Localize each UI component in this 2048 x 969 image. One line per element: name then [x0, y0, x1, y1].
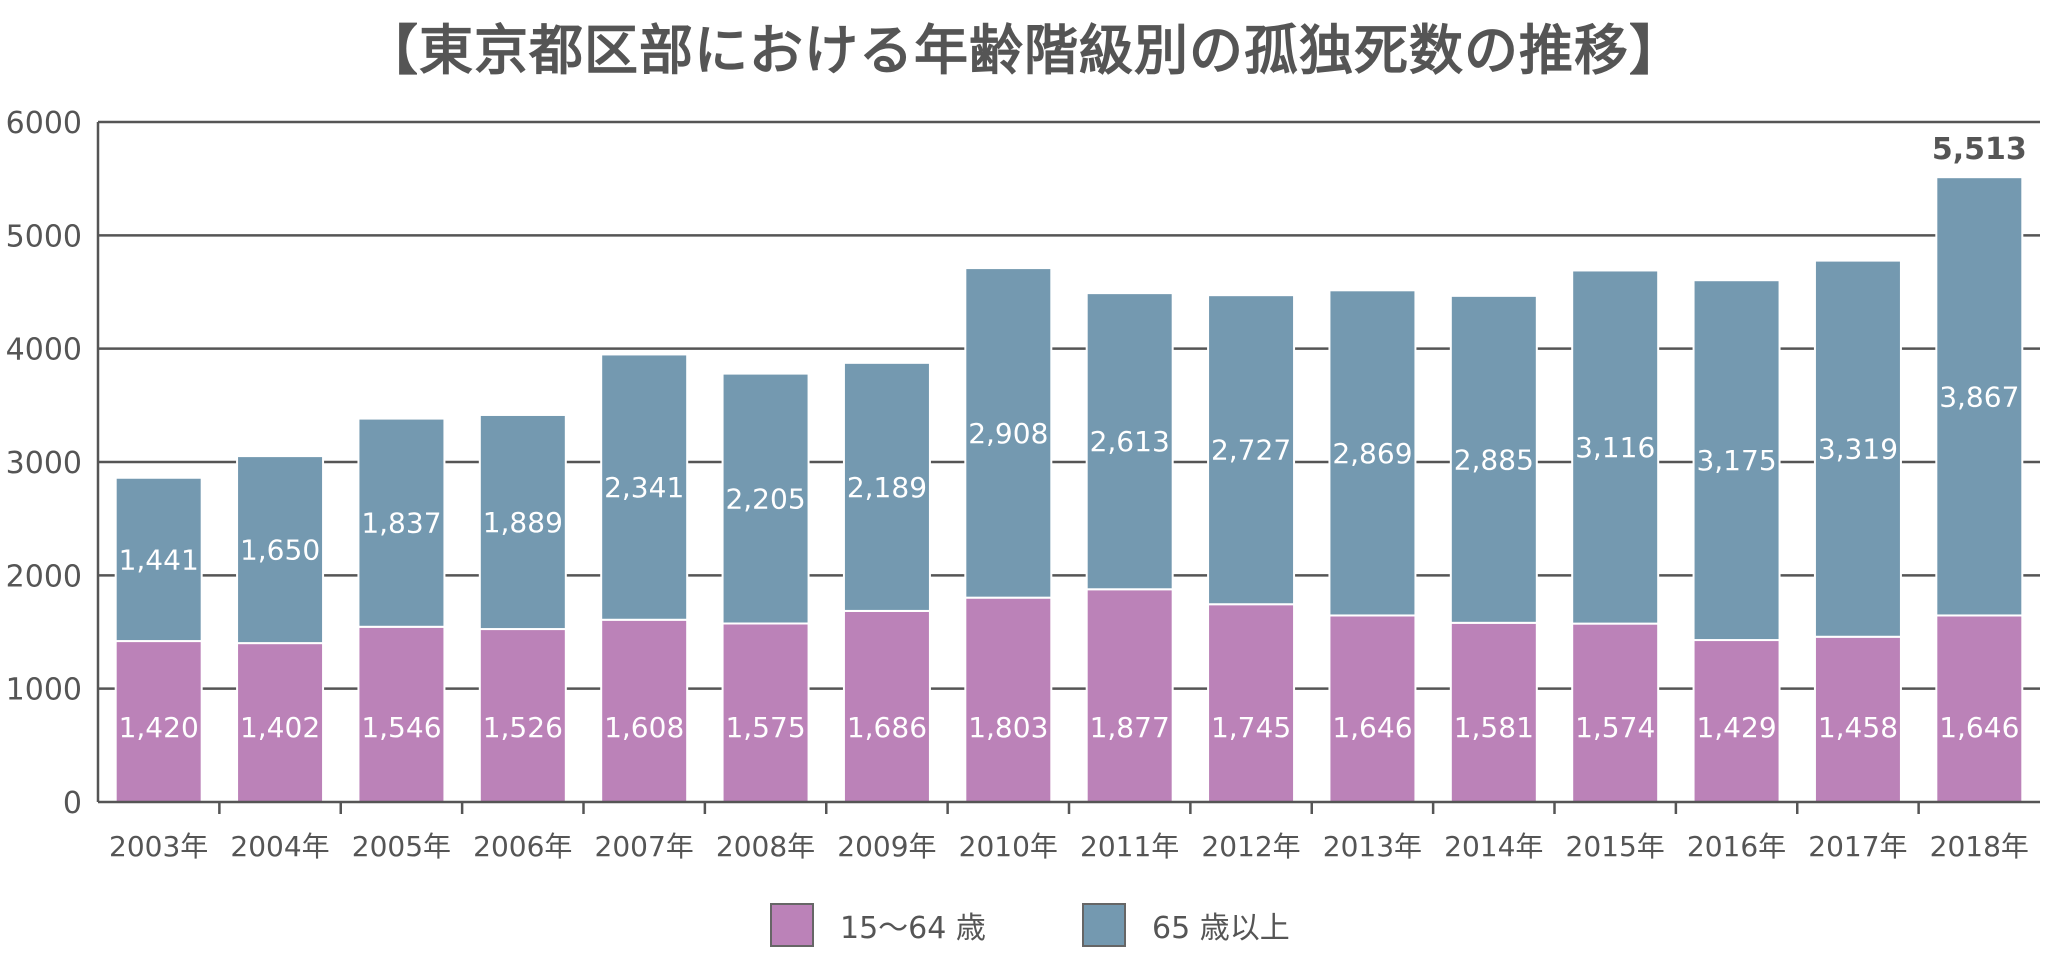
data-label: 1,646	[1332, 711, 1412, 744]
bar-segment-65-plus	[1692, 279, 1781, 642]
data-label: 1,429	[1696, 711, 1776, 744]
data-label: 1,837	[361, 507, 441, 540]
y-tick-label: 4000	[6, 333, 82, 368]
y-tick-label: 5000	[6, 219, 82, 254]
legend-label-15-64: 15～64 歳	[840, 911, 986, 946]
x-tick-label: 2004年	[230, 830, 329, 863]
bar-segment-65-plus	[1328, 289, 1417, 617]
bar-segment-15-64	[1207, 603, 1296, 803]
legend-swatch-65-plus	[1082, 903, 1126, 947]
x-tick-label: 2007年	[595, 830, 694, 863]
bar-segment-65-plus	[1207, 294, 1296, 606]
x-tick-label: 2006年	[473, 830, 572, 863]
bar-segment-65-plus	[114, 476, 203, 643]
data-label: 1,646	[1939, 711, 2019, 744]
x-tick-label: 2008年	[716, 830, 815, 863]
data-label: 2,908	[968, 417, 1048, 450]
data-label: 1,526	[483, 711, 563, 744]
data-label: 1,402	[240, 711, 320, 744]
bar-segment-15-64	[1813, 635, 1902, 804]
x-tick-label: 2009年	[837, 830, 936, 863]
legend-label-65-plus: 65 歳以上	[1152, 911, 1290, 946]
bar-segment-65-plus	[600, 353, 689, 621]
bar-segment-15-64	[964, 596, 1053, 803]
data-label: 1,877	[1090, 711, 1170, 744]
data-label: 2,613	[1090, 425, 1170, 458]
data-label: 3,116	[1575, 431, 1655, 464]
data-label: 1,686	[847, 711, 927, 744]
x-tick-label: 2015年	[1566, 830, 1665, 863]
x-tick-label: 2010年	[959, 830, 1058, 863]
data-label: 3,319	[1818, 433, 1898, 466]
legend-item-65-plus: 65 歳以上	[1082, 900, 1290, 950]
bar-segment-65-plus	[357, 417, 446, 628]
data-label: 2,869	[1332, 437, 1412, 470]
bar-segment-15-64	[600, 618, 689, 804]
data-label: 2,727	[1211, 434, 1291, 467]
data-label: 2,189	[847, 471, 927, 504]
y-tick-label: 1000	[6, 673, 82, 708]
data-label: 1,889	[483, 506, 563, 539]
bar-segment-15-64	[1449, 621, 1538, 803]
bar-segment-15-64	[114, 640, 203, 803]
bar-segment-15-64	[842, 609, 931, 803]
bar-segment-15-64	[1692, 639, 1781, 804]
chart-title: 【東京都区部における年齢階級別の孤独死数の推移】	[364, 19, 1684, 82]
legend-item-15-64: 15～64 歳	[770, 900, 986, 950]
bar-segment-65-plus	[721, 372, 810, 625]
bar-segment-65-plus	[1571, 269, 1660, 625]
x-tick-label: 2005年	[352, 830, 451, 863]
data-label: 1,546	[361, 711, 441, 744]
y-tick-label: 2000	[6, 559, 82, 594]
bar-segment-15-64	[1571, 622, 1660, 804]
bar-segment-15-64	[1328, 614, 1417, 803]
chart-plot: 1,420 1,441 1,402 1,650 1,546 1,837 1,526 1,889…	[6, 106, 2040, 863]
x-tick-label: 2016年	[1687, 830, 1786, 863]
x-tick-label: 2012年	[1201, 830, 1300, 863]
data-label: 1,650	[240, 534, 320, 567]
bar-segment-65-plus	[1813, 259, 1902, 638]
y-tick-label: 6000	[6, 106, 82, 141]
total-annotation: 5,513	[1932, 132, 2027, 167]
y-tick-label: 0	[63, 786, 82, 821]
data-label: 1,574	[1575, 711, 1655, 744]
data-label: 1,441	[119, 543, 199, 576]
bar-segment-65-plus	[964, 267, 1053, 599]
bar-segment-65-plus	[478, 413, 567, 631]
data-label: 1,745	[1211, 711, 1291, 744]
bar-segment-65-plus	[842, 361, 931, 612]
bar-segment-15-64	[1085, 588, 1174, 803]
data-label: 1,458	[1818, 711, 1898, 744]
data-label: 1,803	[968, 711, 1048, 744]
x-tick-label: 2014年	[1444, 830, 1543, 863]
x-tick-label: 2017年	[1808, 830, 1907, 863]
data-label: 2,205	[725, 483, 805, 516]
y-tick-label: 3000	[6, 446, 82, 481]
bar-segment-65-plus	[236, 455, 325, 645]
data-label: 1,575	[725, 711, 805, 744]
x-tick-label: 2018年	[1930, 830, 2029, 863]
data-label: 3,175	[1696, 444, 1776, 477]
legend-swatch-15-64	[770, 903, 814, 947]
bar-segment-65-plus	[1449, 294, 1538, 624]
data-label: 2,341	[604, 471, 684, 504]
data-label: 2,885	[1454, 443, 1534, 476]
x-tick-label: 2003年	[109, 830, 208, 863]
data-label: 1,581	[1454, 711, 1534, 744]
x-tick-label: 2013年	[1323, 830, 1422, 863]
bar-segment-65-plus	[1085, 292, 1174, 591]
bar-segment-15-64	[1935, 614, 2024, 803]
bar-segment-65-plus	[1935, 176, 2024, 617]
data-label: 3,867	[1939, 380, 2019, 413]
legend: 15～64 歳 65 歳以上	[0, 900, 2048, 950]
x-tick-label: 2011年	[1080, 830, 1179, 863]
data-label: 1,420	[119, 711, 199, 744]
data-label: 1,608	[604, 711, 684, 744]
